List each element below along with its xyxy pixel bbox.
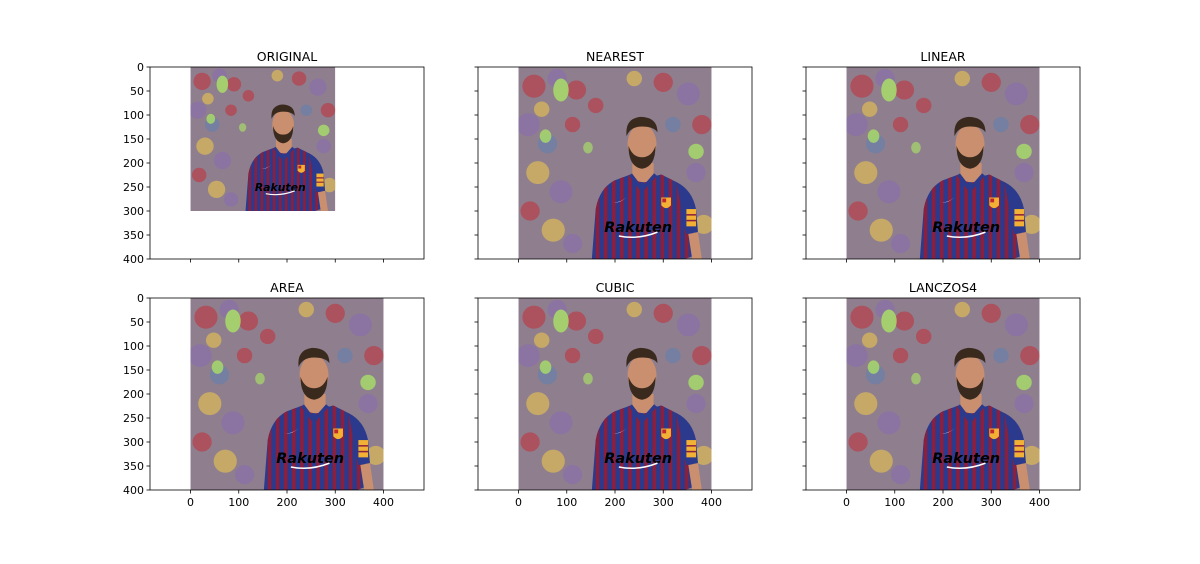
y-tick-label: 400 <box>123 484 144 497</box>
x-tick-label: 200 <box>933 496 954 509</box>
x-tick-label: 0 <box>515 496 522 509</box>
subplot-cubic: CUBIC 0 100 200 300 400 <box>474 280 753 509</box>
y-tick-label: 150 <box>123 133 144 146</box>
subplot-linear: LINEAR <box>802 49 1081 263</box>
x-tick-label: 100 <box>228 496 249 509</box>
image-original <box>189 67 337 214</box>
x-tick-label: 300 <box>325 496 346 509</box>
y-tick-label: 100 <box>123 340 144 353</box>
subplot-original: ORIGINAL 0 50 100 150 200 250 300 350 400 <box>123 49 425 266</box>
x-tick-label: 400 <box>373 496 394 509</box>
x-tick-label: 400 <box>701 496 722 509</box>
x-tick-label: 300 <box>981 496 1002 509</box>
y-tick-label: 300 <box>123 205 144 218</box>
x-tick-label: 200 <box>277 496 298 509</box>
x-tick-label: 100 <box>884 496 905 509</box>
subplot-title: ORIGINAL <box>257 49 317 64</box>
subplot-lanczos4: LANCZOS4 0 100 200 300 400 <box>802 280 1081 509</box>
y-tick-label: 300 <box>123 436 144 449</box>
y-tick-label: 50 <box>130 316 144 329</box>
y-tick-label: 350 <box>123 460 144 473</box>
subplot-title: NEAREST <box>586 49 644 64</box>
y-tick-label: 50 <box>130 85 144 98</box>
y-tick-label: 350 <box>123 229 144 242</box>
y-tick-label: 0 <box>137 61 144 74</box>
x-tick-label: 0 <box>187 496 194 509</box>
image-lanczos4 <box>845 298 1042 494</box>
image-nearest <box>517 67 714 263</box>
subplot-title: AREA <box>270 280 304 295</box>
image-linear <box>845 67 1042 263</box>
x-tick-label: 0 <box>843 496 850 509</box>
image-cubic <box>517 298 714 494</box>
subplot-nearest: NEAREST <box>474 49 753 263</box>
x-tick-label: 400 <box>1029 496 1050 509</box>
subplot-title: LINEAR <box>920 49 965 64</box>
subplot-title: CUBIC <box>596 280 635 295</box>
y-tick-label: 150 <box>123 364 144 377</box>
subplot-title: LANCZOS4 <box>909 280 977 295</box>
x-tick-label: 200 <box>605 496 626 509</box>
image-area <box>189 298 386 494</box>
x-tick-label: 100 <box>556 496 577 509</box>
y-tick-label: 200 <box>123 388 144 401</box>
x-tick-label: 300 <box>653 496 674 509</box>
y-tick-label: 250 <box>123 181 144 194</box>
y-tick-label: 250 <box>123 412 144 425</box>
y-tick-label: 400 <box>123 253 144 266</box>
y-tick-label: 100 <box>123 109 144 122</box>
subplot-area: AREA 0 50 100 150 200 250 300 350 400 0 100 200 300 40… <box>123 280 425 509</box>
y-tick-label: 0 <box>137 292 144 305</box>
y-tick-label: 200 <box>123 157 144 170</box>
